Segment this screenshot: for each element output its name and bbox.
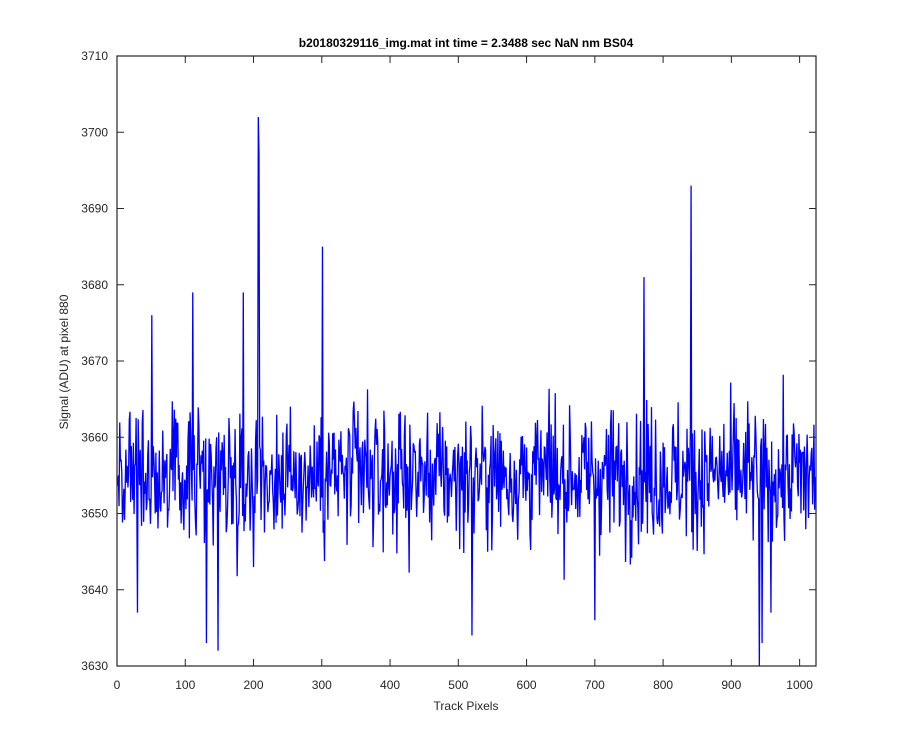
y-tick-label: 3650 [81,507,108,521]
x-axis: 0 100 200 300 400 500 600 700 800 900 1000 [114,56,813,692]
y-tick-label: 3670 [81,354,108,368]
signal-trace [117,116,816,666]
x-tick-label: 200 [244,678,264,692]
x-tick-label: 1000 [786,678,813,692]
x-tick-label: 500 [448,678,468,692]
y-tick-label: 3660 [81,430,108,444]
y-tick-label: 3690 [81,202,108,216]
y-tick-label: 3710 [81,49,108,63]
y-axis-label: Signal (ADU) at pixel 880 [57,294,71,429]
y-tick-label: 3680 [81,278,108,292]
chart-title: b20180329116_img.mat int time = 2.3488 s… [299,36,634,50]
x-tick-label: 400 [380,678,400,692]
x-tick-label: 600 [517,678,537,692]
y-tick-label: 3700 [81,125,108,139]
axes-box [116,55,817,667]
x-tick-label: 100 [175,678,195,692]
y-tick-label: 3640 [81,583,108,597]
x-tick-label: 0 [114,678,121,692]
x-axis-label: Track Pixels [434,699,499,713]
x-tick-label: 300 [312,678,332,692]
x-tick-label: 700 [585,678,605,692]
plot-area [116,55,817,667]
x-tick-label: 900 [721,678,741,692]
x-tick-label: 800 [653,678,673,692]
y-tick-label: 3630 [81,659,108,673]
y-axis: 3630 3640 3650 3660 3670 3680 3690 3700 3710 [81,49,816,673]
